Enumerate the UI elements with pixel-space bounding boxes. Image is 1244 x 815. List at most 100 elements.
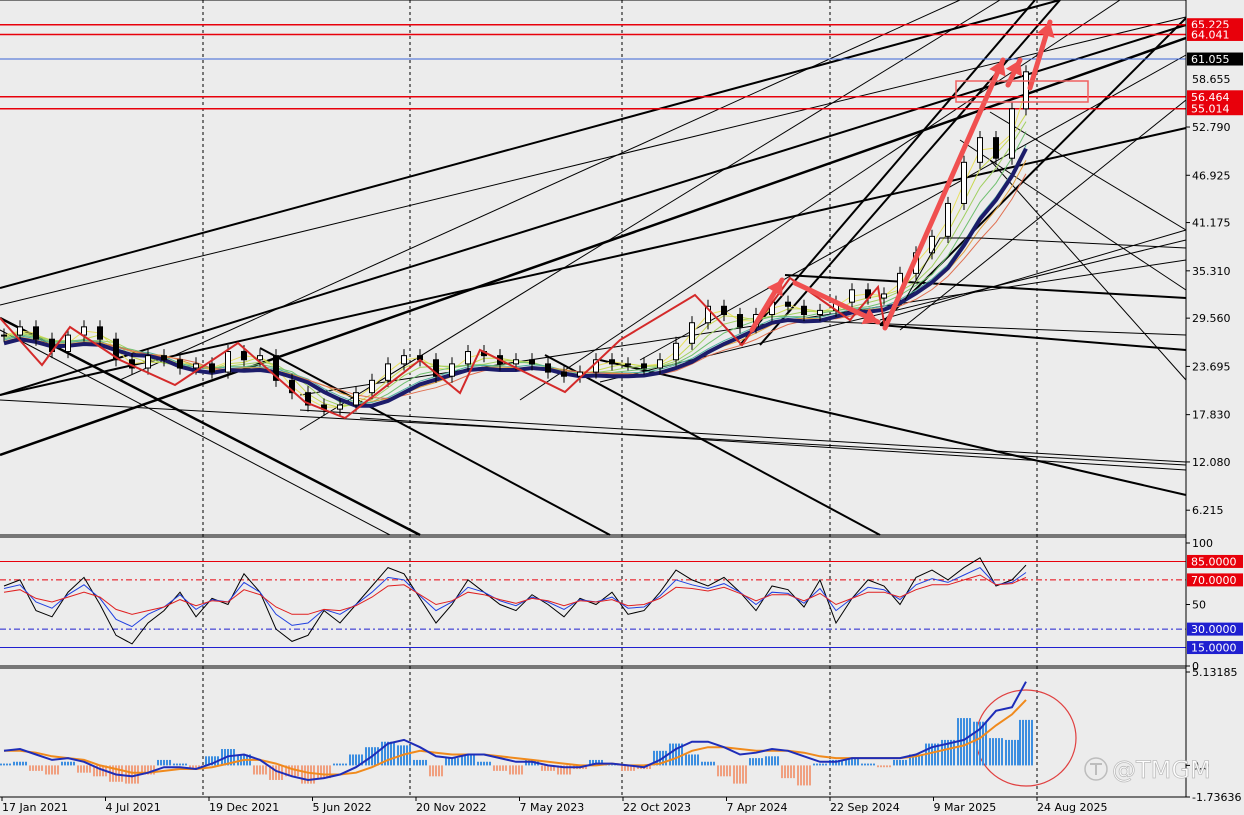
candle-body	[465, 351, 471, 365]
histogram-bar	[704, 761, 706, 766]
histogram-bar	[1011, 739, 1013, 766]
candle-body	[257, 355, 263, 361]
x-tick-label: 4 Jul 2021	[106, 801, 161, 814]
histogram-bar	[310, 765, 312, 784]
histogram-bar	[928, 743, 930, 766]
arrow-head	[1005, 60, 1023, 77]
price-badge-label: 61.055	[1191, 53, 1230, 66]
price-badge	[1187, 52, 1243, 66]
histogram-bar	[365, 747, 367, 766]
y-tick-label: 6.215	[1192, 504, 1224, 517]
histogram-bar	[131, 765, 133, 784]
histogram-bar	[441, 765, 443, 777]
histogram-bar	[953, 739, 955, 766]
candle-body	[721, 305, 727, 316]
histogram-bar	[793, 765, 795, 779]
histogram-bar	[861, 763, 863, 766]
histogram-bar	[480, 761, 482, 766]
histogram-bar	[182, 763, 184, 766]
histogram-bar	[790, 765, 792, 779]
histogram-bar	[1001, 738, 1003, 766]
histogram-bar	[272, 765, 274, 780]
histogram-bar	[729, 765, 731, 777]
histogram-bar	[963, 718, 965, 766]
histogram-bar	[678, 743, 680, 766]
histogram-bar	[816, 763, 818, 766]
candle-body	[625, 363, 631, 366]
watermark-logo-icon	[1084, 757, 1108, 781]
histogram-bar	[454, 758, 456, 766]
candle-body	[977, 137, 983, 163]
histogram-bar	[717, 765, 719, 777]
histogram-bar	[32, 765, 34, 771]
histogram-bar	[262, 765, 264, 775]
trendline	[0, 36, 1187, 457]
candle-body	[17, 326, 23, 336]
candle-body	[529, 359, 535, 365]
oscillator-badge-label: 30.0000	[1191, 623, 1237, 636]
histogram-bar	[889, 765, 891, 768]
histogram-bar	[649, 765, 651, 770]
x-tick-label: 5 Jun 2022	[313, 801, 372, 814]
histogram-bar	[22, 761, 24, 766]
histogram-bar	[467, 754, 469, 766]
histogram-bar	[723, 765, 725, 777]
histogram-bar	[912, 754, 914, 766]
trendline	[0, 316, 421, 537]
histogram-bar	[269, 765, 271, 780]
histogram-bar	[758, 758, 760, 766]
histogram-bar	[713, 761, 715, 766]
histogram-bar	[502, 765, 504, 771]
candle-body	[817, 309, 823, 316]
x-tick-label: 19 Dec 2021	[209, 801, 279, 814]
histogram-bar	[633, 765, 635, 771]
candle-body	[337, 404, 343, 410]
histogram-bar	[1019, 719, 1021, 766]
histogram-bar	[995, 738, 997, 766]
histogram-bar	[905, 759, 907, 766]
price-badge-label: 55.014	[1191, 103, 1230, 116]
trendline	[639, 54, 1187, 361]
histogram-bar	[685, 754, 687, 766]
histogram-bar	[707, 761, 709, 766]
histogram-bar	[857, 758, 859, 766]
histogram-bar	[253, 765, 255, 775]
histogram-bar	[736, 765, 738, 784]
candle-body	[737, 314, 743, 328]
histogram-bar	[691, 754, 693, 766]
histogram-bar	[163, 759, 165, 766]
histogram-bar	[765, 756, 767, 766]
y-tick-label: 0	[1192, 660, 1199, 673]
histogram-bar	[265, 765, 267, 775]
histogram-bar	[230, 749, 232, 766]
histogram-bar	[739, 765, 741, 784]
candle-body	[785, 301, 791, 307]
grid	[202, 0, 1038, 797]
histogram-bar	[483, 761, 485, 766]
histogram-bar	[646, 765, 648, 770]
arrow-head	[861, 307, 878, 325]
histogram-bar	[67, 761, 69, 766]
histogram-bar	[326, 765, 328, 779]
histogram-bar	[211, 756, 213, 766]
candle-body	[1009, 108, 1015, 159]
x-tick-label: 20 Nov 2022	[416, 801, 486, 814]
histogram-bar	[848, 758, 850, 766]
histogram-bar	[825, 763, 827, 766]
histogram-bar	[909, 754, 911, 766]
histogram-bar	[323, 765, 325, 779]
histogram-bar	[121, 765, 123, 782]
histogram-bar	[701, 761, 703, 766]
histogram-bar	[288, 765, 290, 777]
candle-body	[305, 392, 311, 406]
histogram-bar	[336, 763, 338, 766]
candle-body	[657, 359, 663, 369]
histogram-bar	[806, 765, 808, 786]
histogram-bar	[429, 765, 431, 777]
trendline	[119, 0, 961, 381]
histogram-bar	[1025, 719, 1027, 766]
histogram-bar	[41, 765, 43, 771]
histogram-bar	[176, 763, 178, 766]
histogram-bar	[51, 765, 53, 775]
histogram-bar	[160, 759, 162, 766]
